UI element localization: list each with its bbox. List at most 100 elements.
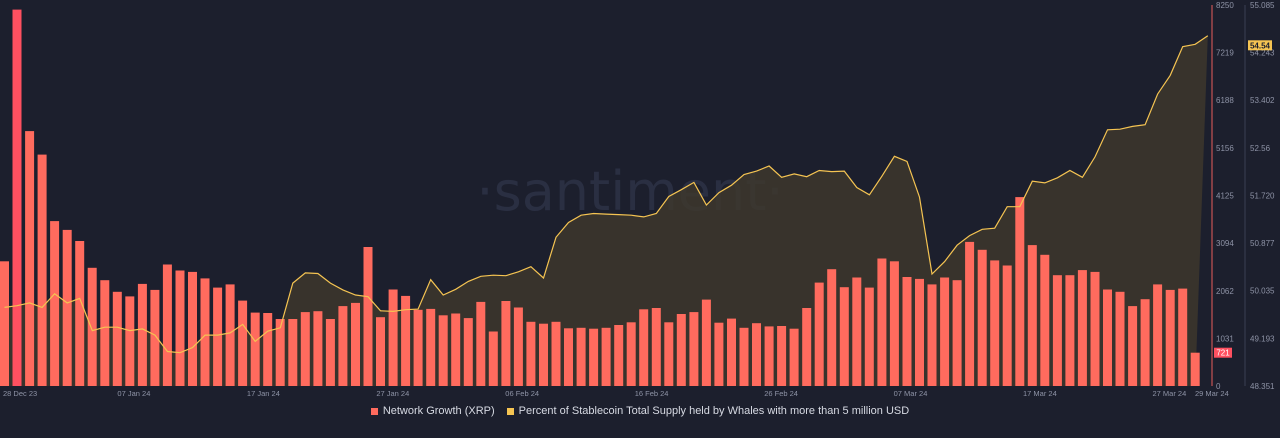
legend-swatch-network-growth xyxy=(370,407,378,415)
network-growth-bar xyxy=(263,313,273,386)
network-growth-bar xyxy=(376,317,385,386)
network-growth-bar xyxy=(1128,306,1138,386)
network-growth-bar xyxy=(576,327,586,386)
network-growth-bar xyxy=(1190,352,1200,386)
network-growth-bar xyxy=(513,307,523,386)
last-value-label-network-growth: 721 xyxy=(1216,349,1230,358)
network-growth-bar xyxy=(238,300,248,386)
network-growth-bar xyxy=(162,264,172,386)
network-growth-bar xyxy=(789,328,799,386)
last-value-label-whale-supply: 54.54 xyxy=(1250,41,1271,50)
legend-item-whale-supply[interactable]: Percent of Stablecoin Total Supply held … xyxy=(506,405,910,417)
network-growth-bar xyxy=(476,301,486,386)
network-growth-bar xyxy=(852,277,862,386)
network-growth-bar xyxy=(1077,270,1087,386)
right-axis-tick-label: 50.035 xyxy=(1250,287,1275,296)
network-growth-bar xyxy=(1015,197,1025,386)
network-growth-bar xyxy=(175,270,185,386)
network-growth-bar xyxy=(25,131,35,386)
network-growth-bar xyxy=(325,319,335,386)
network-growth-bar xyxy=(839,287,849,386)
network-growth-bar xyxy=(689,312,699,386)
right-axis-tick-label: 55.085 xyxy=(1250,1,1275,10)
network-growth-bar xyxy=(438,315,448,386)
x-axis-tick-label: 07 Mar 24 xyxy=(894,389,928,398)
left-axis-tick-label: 5156 xyxy=(1216,144,1234,153)
network-growth-bar xyxy=(977,249,987,386)
legend-item-network-growth[interactable]: Network Growth (XRP) xyxy=(370,405,495,417)
network-growth-bar xyxy=(100,280,110,386)
network-growth-bar xyxy=(701,299,711,386)
x-axis-tick-label: 26 Feb 24 xyxy=(764,389,798,398)
left-axis-tick-label: 7219 xyxy=(1216,49,1234,58)
x-axis-tick-label: 06 Feb 24 xyxy=(505,389,539,398)
right-axis-tick-label: 52.56 xyxy=(1250,144,1271,153)
last-value-badge-network-growth xyxy=(1214,347,1232,358)
network-growth-bar xyxy=(639,309,649,386)
network-growth-bar xyxy=(388,289,398,386)
network-growth-bar xyxy=(877,258,887,386)
network-growth-bar xyxy=(250,312,260,386)
x-axis-tick-label: 16 Feb 24 xyxy=(635,389,669,398)
network-growth-bar xyxy=(188,271,197,386)
network-growth-bar xyxy=(50,221,60,386)
network-growth-bar xyxy=(827,269,837,386)
network-growth-bar xyxy=(150,289,160,386)
network-growth-bar xyxy=(1165,289,1175,386)
network-growth-bar xyxy=(137,283,147,386)
network-growth-bar xyxy=(1115,291,1125,386)
network-growth-bar xyxy=(814,282,824,386)
network-growth-bar xyxy=(564,328,573,386)
network-growth-bar xyxy=(727,318,736,386)
left-axis-tick-label: 1031 xyxy=(1216,334,1234,343)
network-growth-bar xyxy=(275,319,285,386)
last-value-badge-whale-supply xyxy=(1248,40,1272,51)
network-growth-bar xyxy=(1002,265,1012,386)
network-growth-bar xyxy=(676,314,686,386)
x-axis-tick-label: 17 Mar 24 xyxy=(1023,389,1057,398)
network-growth-bar xyxy=(739,327,749,386)
network-growth-bar xyxy=(952,280,962,386)
legend-swatch-whale-supply xyxy=(506,407,514,415)
network-growth-bar xyxy=(313,311,323,386)
network-growth-bar xyxy=(651,308,661,386)
network-growth-bar xyxy=(12,9,22,386)
network-growth-bar xyxy=(463,318,473,386)
whale-supply-line xyxy=(4,35,1209,354)
network-growth-bar xyxy=(112,291,122,386)
network-growth-bar xyxy=(401,295,411,386)
network-growth-bar xyxy=(777,326,787,386)
network-growth-bar xyxy=(526,321,536,386)
left-axis-tick-label: 3094 xyxy=(1216,239,1234,248)
network-growth-bar xyxy=(802,308,812,386)
right-axis-tick-label: 54.243 xyxy=(1250,49,1275,58)
network-growth-bar xyxy=(1103,289,1112,386)
network-growth-bar xyxy=(551,321,561,386)
network-growth-bar xyxy=(1153,284,1163,386)
legend: Network Growth (XRP) Percent of Stableco… xyxy=(0,405,1280,417)
network-growth-bar xyxy=(927,284,937,386)
network-growth-bar xyxy=(601,327,611,386)
network-growth-bar xyxy=(1140,299,1150,386)
network-growth-bar xyxy=(915,278,924,386)
network-growth-bar xyxy=(37,154,47,386)
network-growth-bar xyxy=(965,241,975,386)
x-axis-tick-label: 17 Jan 24 xyxy=(247,389,280,398)
network-growth-bar xyxy=(664,322,674,386)
x-axis-tick-label: 27 Jan 24 xyxy=(376,389,409,398)
left-axis-tick-label: 0 xyxy=(1216,382,1221,391)
x-axis-tick-label: 29 Mar 24 xyxy=(1195,389,1229,398)
legend-label-whale-supply: Percent of Stablecoin Total Supply held … xyxy=(518,405,910,417)
network-growth-bar xyxy=(539,323,548,386)
network-growth-bar xyxy=(125,296,135,386)
network-growth-bar xyxy=(75,241,85,386)
network-growth-bar xyxy=(864,287,874,386)
right-axis-tick-label: 53.402 xyxy=(1250,96,1275,105)
network-growth-bar xyxy=(501,301,511,386)
right-axis-tick-label: 49.193 xyxy=(1250,334,1275,343)
network-growth-bar xyxy=(1065,275,1075,386)
network-growth-bar xyxy=(363,247,373,386)
network-growth-bar xyxy=(0,261,9,386)
